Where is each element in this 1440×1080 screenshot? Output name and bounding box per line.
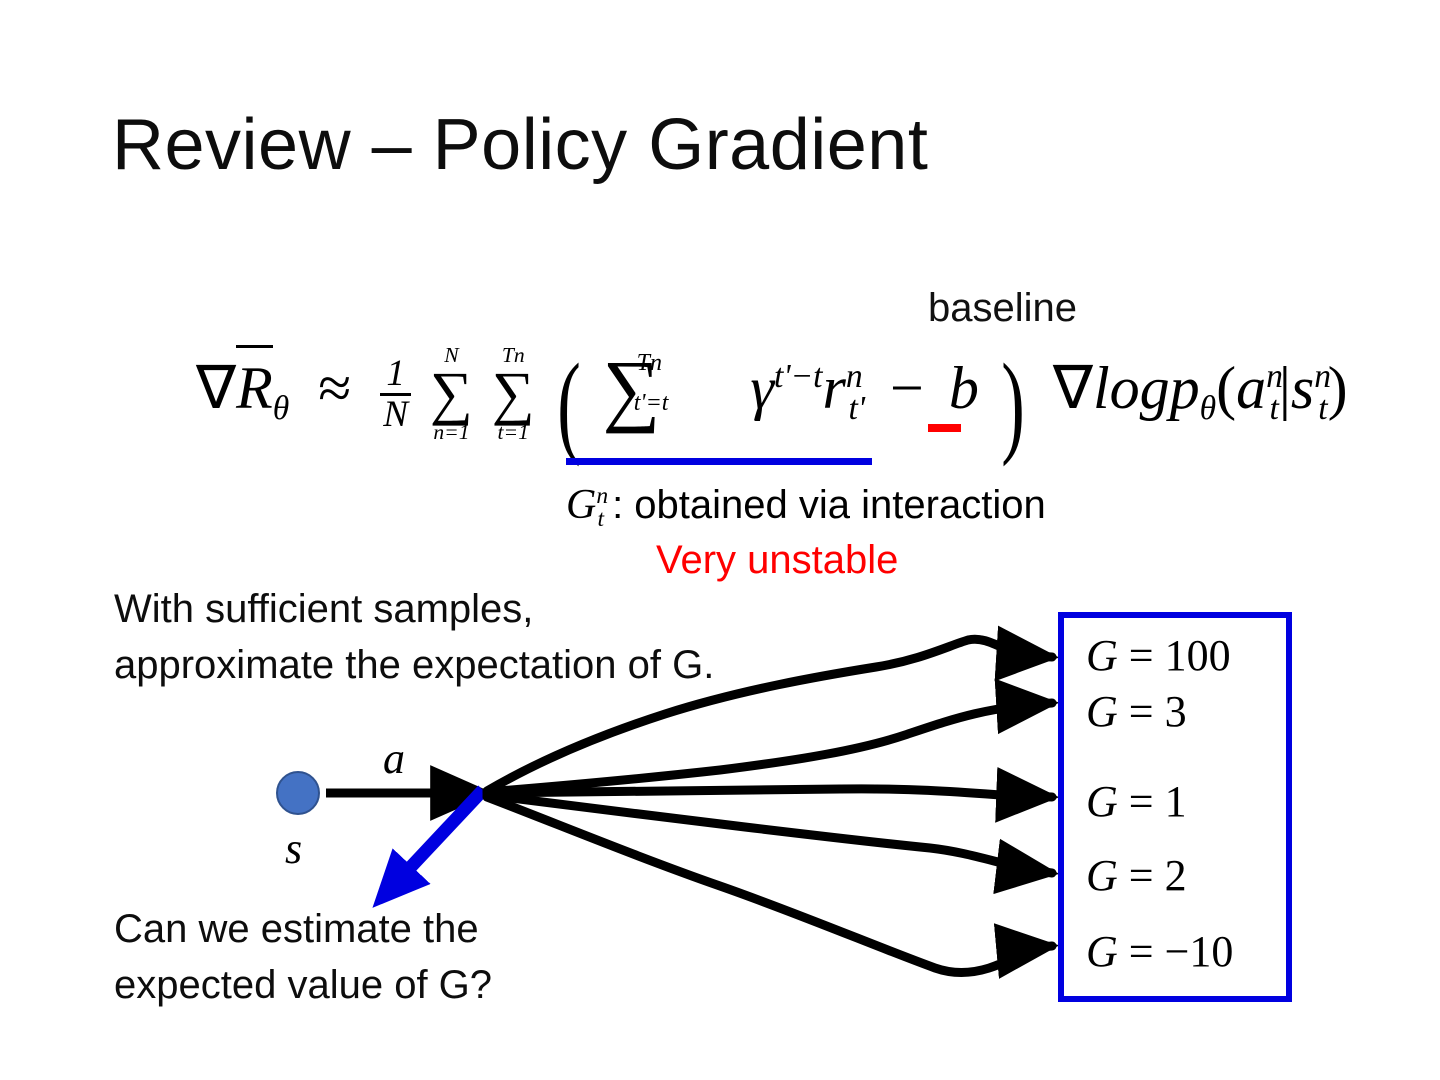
sufficient-samples-line-1: With sufficient samples, [114, 587, 534, 631]
estimate-question-line-2: expected value of G? [114, 963, 493, 1007]
return-value-number: 3 [1164, 687, 1187, 736]
return-value-number: 100 [1164, 631, 1231, 680]
trajectory-curve-5 [482, 792, 1060, 979]
estimate-question-line-1: Can we estimate the [114, 907, 479, 951]
baseline-underline-marker [928, 424, 961, 432]
return-value-number: −10 [1164, 927, 1234, 976]
grad-log-policy-term: ∇∇logplogpθ(ant|snt) [1052, 354, 1348, 427]
fraction-numerator: 1 [386, 352, 405, 394]
return-value-item: G = 3 [1086, 686, 1187, 737]
return-symbol: Gnt [566, 482, 609, 532]
state-node-circle [276, 771, 320, 815]
sufficient-samples-note: With sufficient samples, approximate the… [114, 581, 714, 693]
return-value-symbol: G [1086, 851, 1118, 900]
policy-arrow [372, 785, 488, 908]
return-value-symbol: G [1086, 631, 1118, 680]
formula-lhs: ∇R θ [196, 345, 289, 425]
instability-warning: Very unstable [656, 538, 899, 582]
fraction-denominator: N [380, 392, 412, 434]
return-value-item: G = −10 [1086, 926, 1233, 977]
outer-sum-lower-limit: n=1 [433, 419, 470, 444]
return-sum-lower-limit: t'=t [633, 390, 669, 417]
return-value-equals: = [1128, 927, 1154, 976]
outer-summation: N ∑ n=1 [430, 342, 473, 444]
return-value-number: 1 [1164, 777, 1187, 826]
returns-results-box: G = 100 G = 3 G = 1 G = 2 G = −10 [1058, 612, 1292, 1002]
return-value-item: G = 100 [1086, 630, 1231, 681]
return-value-item: G = 1 [1086, 776, 1187, 827]
estimate-question-note: Can we estimate the expected value of G? [114, 901, 492, 1013]
policy-gradient-formula: ∇R θ ≈ 1 N N ∑ n=1 Tn ∑ t=1 ( ∑ Tn t'=t γ… [196, 338, 1348, 470]
one-over-n-fraction: 1 N [380, 352, 412, 434]
time-sum-lower-limit: t=1 [497, 419, 529, 444]
trajectory-curve-3 [482, 766, 1060, 823]
trajectory-curve-4 [482, 790, 1060, 895]
open-paren: ( [556, 340, 581, 467]
minus-sign: − [890, 354, 924, 421]
action-label: a [383, 734, 405, 783]
return-definition-caption: Gnt: obtained via interaction [566, 481, 1046, 532]
return-summation: ∑ Tn t'=t [602, 344, 669, 435]
trajectory-curve-2 [482, 678, 1060, 797]
return-value-number: 2 [1164, 851, 1187, 900]
approx-sign: ≈ [318, 354, 352, 421]
return-value-equals: = [1128, 687, 1154, 736]
return-value-symbol: G [1086, 777, 1118, 826]
sufficient-samples-line-2: approximate the expectation of G. [114, 643, 715, 687]
return-value-symbol: G [1086, 687, 1118, 736]
return-value-symbol: G [1086, 927, 1118, 976]
return-sum-upper-limit: Tn [636, 350, 663, 377]
baseline-symbol: b [948, 354, 979, 421]
return-underline-marker [566, 458, 872, 465]
discounted-reward-term: γt'−trnt' [750, 354, 866, 427]
baseline-callout-label: baseline [928, 286, 1078, 330]
page-title: Review – Policy Gradient [112, 105, 929, 185]
state-label: s [285, 824, 303, 873]
return-definition-text: : obtained via interaction [612, 483, 1046, 527]
time-summation: Tn ∑ t=1 [491, 342, 535, 444]
outer-sum-upper-limit: N [444, 342, 459, 367]
return-value-equals: = [1128, 777, 1154, 826]
return-value-equals: = [1128, 631, 1154, 680]
close-paren: ) [1001, 340, 1025, 467]
return-value-equals: = [1128, 851, 1154, 900]
time-sum-upper-limit: Tn [501, 342, 525, 367]
return-value-item: G = 2 [1086, 850, 1187, 901]
